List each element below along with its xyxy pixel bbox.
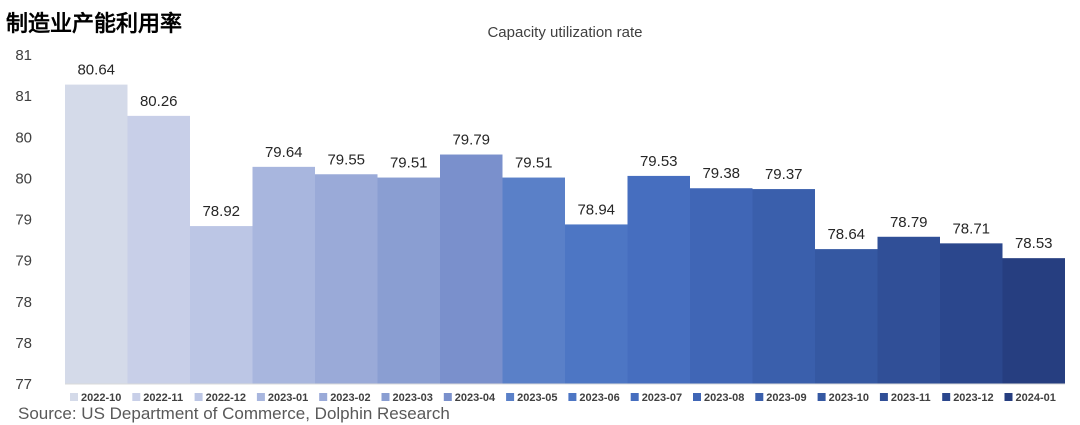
- legend-swatch: [879, 393, 888, 401]
- legend-label: 2023-09: [766, 392, 806, 404]
- data-label: 78.71: [952, 220, 990, 237]
- y-tick-label: 81: [15, 88, 32, 105]
- legend-label: 2023-02: [330, 392, 370, 404]
- bar: [565, 224, 628, 384]
- data-label: 78.94: [577, 201, 615, 218]
- legend-label: 2023-04: [455, 392, 496, 404]
- source-note: Source: US Department of Commerce, Dolph…: [18, 404, 450, 423]
- y-tick-label: 78: [15, 294, 32, 311]
- legend-label: 2023-05: [517, 392, 557, 404]
- legend-swatch: [132, 393, 141, 401]
- bar: [815, 249, 878, 384]
- data-label: 79.51: [390, 155, 428, 172]
- legend-swatch: [256, 393, 265, 401]
- y-tick-label: 79: [15, 253, 32, 270]
- bar: [252, 166, 315, 384]
- legend-label: 2023-12: [953, 392, 993, 404]
- legend-label: 2023-08: [704, 392, 744, 404]
- chart-title: Capacity utilization rate: [487, 24, 643, 41]
- bar: [627, 175, 690, 384]
- legend-label: 2023-06: [579, 392, 619, 404]
- y-tick-label: 79: [15, 212, 32, 229]
- y-tick-label: 78: [15, 335, 32, 352]
- data-label: 80.26: [140, 93, 178, 110]
- data-label: 79.53: [640, 153, 678, 170]
- legend-swatch: [381, 393, 390, 401]
- bar: [940, 243, 1003, 384]
- data-label: 78.92: [202, 203, 240, 220]
- bar: [315, 174, 378, 384]
- y-tick-label: 80: [15, 129, 32, 146]
- y-tick-label: 77: [15, 376, 32, 393]
- legend-swatch: [194, 393, 203, 401]
- legend-label: 2023-11: [891, 392, 931, 404]
- bar: [752, 189, 815, 384]
- legend-swatch: [568, 393, 577, 401]
- chart-heading: 制造业产能利用率: [6, 12, 183, 37]
- data-label: 78.53: [1015, 235, 1053, 252]
- legend-label: 2022-11: [143, 392, 183, 404]
- bar: [690, 188, 753, 384]
- bar: [127, 115, 190, 385]
- data-label: 79.79: [452, 132, 490, 149]
- bar: [65, 84, 128, 385]
- legend-label: 2023-03: [393, 392, 433, 404]
- data-label: 78.79: [890, 214, 928, 231]
- legend-swatch: [693, 393, 701, 401]
- data-label: 79.64: [265, 144, 303, 161]
- bar: [190, 226, 253, 384]
- legend-swatch: [319, 393, 328, 401]
- y-tick-label: 80: [15, 170, 32, 187]
- legend-label: 2022-12: [206, 392, 246, 404]
- legend-swatch: [1004, 393, 1013, 401]
- data-label: 79.55: [327, 151, 365, 168]
- legend-swatch: [942, 393, 951, 401]
- data-label: 79.38: [702, 165, 740, 182]
- legend-swatch: [817, 393, 826, 401]
- data-label: 79.37: [765, 166, 803, 183]
- legend-label: 2023-07: [642, 392, 682, 404]
- bar: [377, 177, 440, 384]
- data-label: 80.64: [77, 62, 115, 79]
- legend-label: 2023-10: [829, 392, 869, 404]
- legend-swatch: [506, 393, 515, 401]
- legend-label: 2022-10: [81, 392, 121, 404]
- legend-swatch: [630, 393, 639, 401]
- bar: [502, 177, 565, 384]
- y-tick-label: 81: [15, 47, 32, 64]
- legend-swatch: [755, 393, 764, 401]
- legend-label: 2024-01: [1016, 392, 1056, 404]
- bar: [440, 154, 503, 384]
- legend-swatch: [443, 393, 452, 401]
- bar: [877, 236, 940, 384]
- data-label: 78.64: [827, 226, 865, 243]
- bar: [1002, 258, 1065, 384]
- legend-label: 2023-01: [268, 392, 308, 404]
- data-label: 79.51: [515, 155, 553, 172]
- legend-swatch: [70, 393, 78, 401]
